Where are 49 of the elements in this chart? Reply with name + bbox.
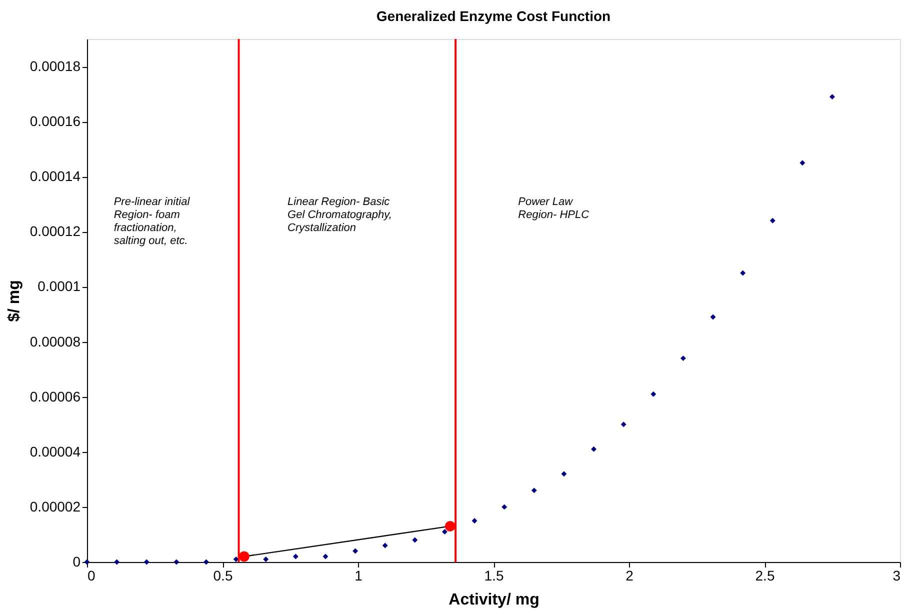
y-tick-label: 0.00014 — [30, 168, 81, 184]
point — [382, 542, 388, 548]
point — [412, 537, 418, 543]
point — [292, 554, 298, 560]
point — [710, 314, 716, 320]
point — [472, 518, 478, 524]
point — [114, 559, 120, 565]
y-tick-label: 0.00006 — [30, 388, 81, 404]
x-tick-label: 1.5 — [484, 568, 504, 584]
point — [352, 548, 358, 554]
x-tick-label: 1 — [354, 568, 363, 584]
x-axis-title: Activity/ mg — [448, 592, 540, 608]
x-tick-label: 0.5 — [213, 568, 233, 584]
annotation: Linear Region- Basic Gel Chromatography, Crystallization — [288, 196, 392, 234]
point — [680, 356, 686, 362]
point — [770, 218, 776, 224]
chart-title: Generalized Enzyme Cost Function — [376, 8, 611, 24]
point — [204, 559, 209, 565]
point — [561, 471, 567, 477]
x-tick-label: 2.5 — [755, 568, 775, 584]
point — [531, 488, 537, 494]
y-tick-label: 0.00012 — [30, 223, 81, 240]
point — [591, 446, 597, 452]
x-tick-label: 3 — [892, 568, 901, 584]
y-tick-label: 0.00002 — [30, 498, 81, 514]
y-tick-label: 0.0001 — [38, 278, 81, 294]
x-tick-label: 0 — [88, 568, 96, 584]
point — [502, 504, 508, 510]
point — [830, 94, 835, 100]
x-tick-label: 2 — [626, 568, 634, 584]
annotation: Power Law Region- HPLC — [518, 196, 590, 221]
annotation: Pre-linear initial Region- foam fractionation, salting out, etc. — [114, 196, 190, 247]
point — [740, 270, 746, 276]
point — [442, 528, 448, 534]
point — [650, 391, 656, 397]
point — [444, 520, 456, 532]
point — [263, 556, 269, 562]
point — [322, 554, 328, 560]
point — [800, 160, 806, 166]
y-tick-label: 0.00016 — [30, 113, 81, 130]
y-tick-label: 0.00018 — [30, 58, 81, 74]
point — [238, 551, 250, 562]
point — [144, 559, 150, 565]
y-tick-label: 0.00004 — [30, 443, 81, 460]
y-tick-label: 0.00008 — [30, 333, 81, 350]
point — [174, 559, 180, 565]
y-axis-title: $/ mg — [6, 280, 23, 322]
point — [620, 422, 626, 428]
y-tick-label: 0 — [72, 554, 81, 570]
